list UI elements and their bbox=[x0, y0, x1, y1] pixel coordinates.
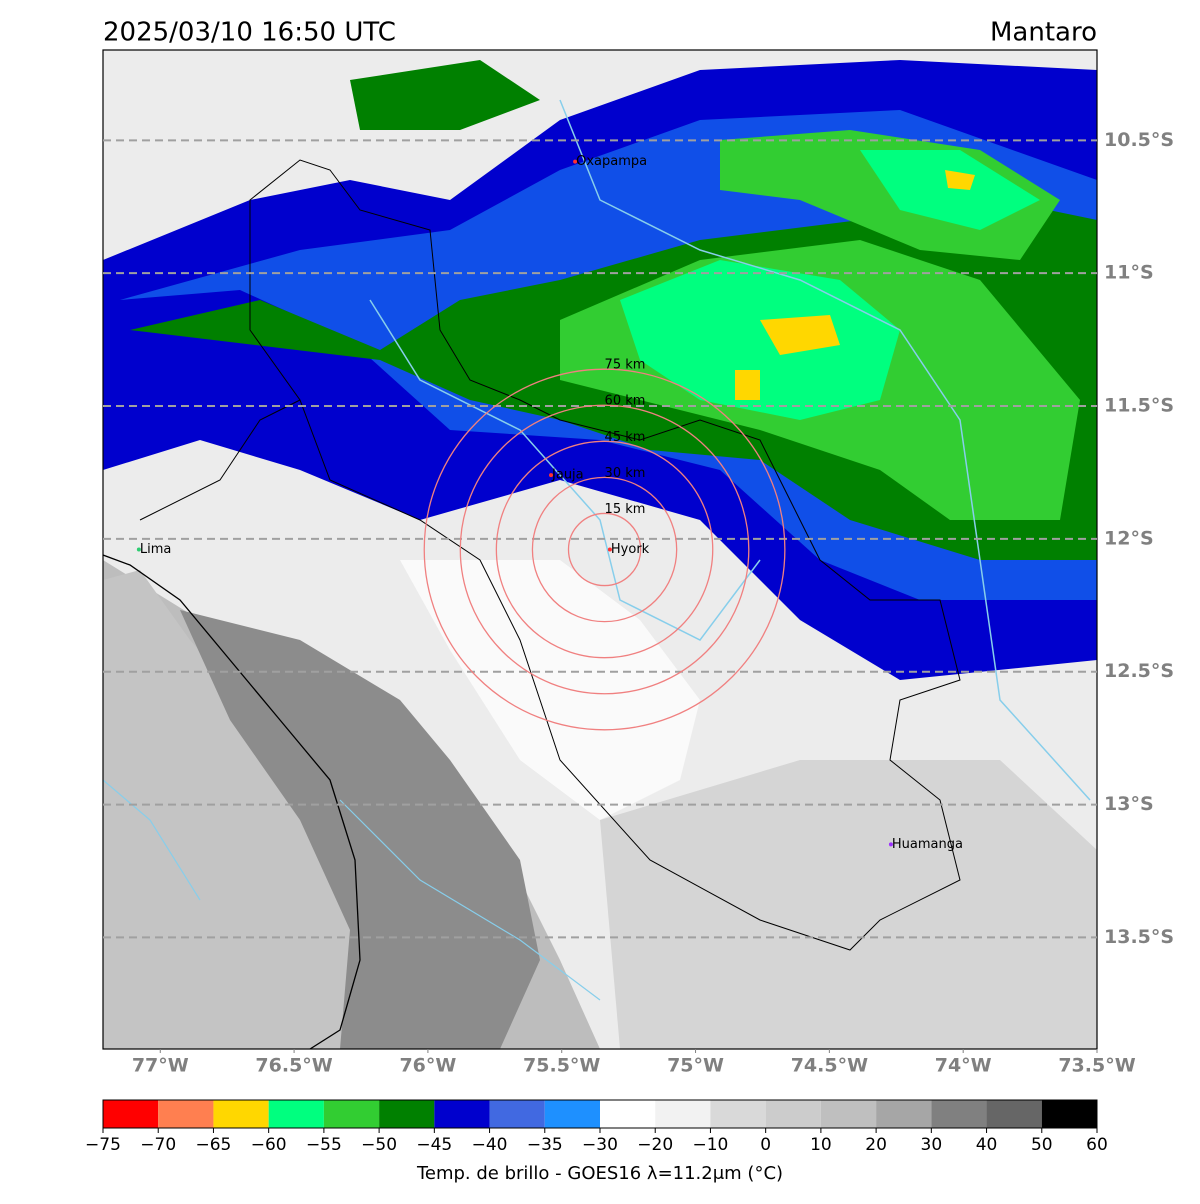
colorbar-swatch bbox=[600, 1100, 656, 1128]
satellite-image bbox=[103, 50, 1097, 1049]
colorbar-tick-label: 60 bbox=[1086, 1135, 1108, 1155]
x-tick-label: 77°W bbox=[132, 1055, 189, 1077]
colorbar-tick-label: −60 bbox=[251, 1135, 287, 1155]
colorbar-tick-label: −65 bbox=[195, 1135, 231, 1155]
place-label: Huamanga bbox=[892, 837, 963, 852]
colorbar-tick-label: −10 bbox=[692, 1135, 728, 1155]
colorbar-swatch bbox=[655, 1100, 711, 1128]
colorbar-swatch bbox=[986, 1100, 1042, 1128]
colorbar-swatch bbox=[213, 1100, 269, 1128]
boundaries bbox=[103, 99, 1091, 1049]
colorbar-swatch bbox=[158, 1100, 214, 1128]
x-tick-label: 76°W bbox=[399, 1055, 456, 1077]
y-tick-label: 11.5°S bbox=[1104, 395, 1174, 417]
colorbar-swatch bbox=[876, 1100, 932, 1128]
x-tick-label: 75°W bbox=[667, 1055, 724, 1077]
place-marker bbox=[573, 159, 578, 164]
place-marker bbox=[607, 547, 612, 552]
x-tick-label: 76.5°W bbox=[255, 1055, 332, 1077]
title: 2025/03/10 16:50 UTC bbox=[103, 18, 396, 48]
colorbar-tick-label: −30 bbox=[582, 1135, 618, 1155]
ring-label: 15 km bbox=[605, 502, 646, 517]
range-ring bbox=[567, 512, 642, 587]
y-tick-label: 13°S bbox=[1104, 793, 1154, 815]
colorbar-swatch bbox=[710, 1100, 766, 1128]
place-label: Lima bbox=[140, 542, 171, 557]
colorbar-tick-label: −45 bbox=[416, 1135, 452, 1155]
colorbar-tick-label: 0 bbox=[760, 1135, 771, 1155]
colorbar-label: Temp. de brillo - GOES16 λ=11.2μm (°C) bbox=[416, 1163, 783, 1184]
colorbar-swatch bbox=[765, 1100, 821, 1128]
colorbar-tick-label: 20 bbox=[865, 1135, 887, 1155]
colorbar-tick-label: −40 bbox=[472, 1135, 508, 1155]
x-tick-label: 74°W bbox=[935, 1055, 992, 1077]
colorbar-tick-label: −35 bbox=[527, 1135, 563, 1155]
colorbar-swatch bbox=[434, 1100, 490, 1128]
range-ring bbox=[531, 476, 678, 623]
map-frame bbox=[102, 49, 1098, 1050]
colorbar-swatch bbox=[379, 1100, 435, 1128]
range-ring bbox=[459, 404, 750, 695]
y-tick-label: 12.5°S bbox=[1104, 660, 1174, 682]
y-tick-label: 10.5°S bbox=[1104, 129, 1174, 151]
colorbar-tick-label: 30 bbox=[921, 1135, 943, 1155]
colorbar-swatch bbox=[268, 1100, 324, 1128]
place-marker bbox=[136, 547, 141, 552]
x-tick-label: 75.5°W bbox=[523, 1055, 600, 1077]
colorbar-tick-label: 50 bbox=[1031, 1135, 1053, 1155]
place-marker bbox=[888, 842, 893, 847]
colorbar-tick-label: −55 bbox=[306, 1135, 342, 1155]
ring-label: 30 km bbox=[605, 466, 646, 481]
place-label: Jauja bbox=[551, 468, 584, 483]
colorbar-swatch bbox=[323, 1100, 380, 1128]
region-title: Mantaro bbox=[990, 18, 1097, 48]
colorbar-swatch bbox=[103, 1100, 159, 1128]
x-tick-label: 73.5°W bbox=[1058, 1055, 1135, 1077]
colorbar-tick-label: 40 bbox=[976, 1135, 998, 1155]
range-ring bbox=[423, 368, 786, 731]
place-label: Hyork bbox=[611, 542, 650, 557]
place-marker bbox=[549, 473, 554, 478]
colorbar-swatch bbox=[820, 1100, 877, 1128]
ring-label: 75 km bbox=[605, 358, 646, 373]
colorbar-swatch bbox=[544, 1100, 600, 1128]
colorbar-tick-label: −75 bbox=[85, 1135, 121, 1155]
colorbar-swatch bbox=[931, 1100, 987, 1128]
range-ring bbox=[495, 440, 714, 659]
ring-label: 45 km bbox=[605, 430, 646, 445]
place-label: Oxapampa bbox=[576, 154, 647, 169]
colorbar-tick-label: −70 bbox=[140, 1135, 176, 1155]
overlay: 15 km 30 km 45 km 60 km 75 km Oxapampa Lima Jau… bbox=[136, 154, 963, 852]
colorbar-tick-label: 10 bbox=[810, 1135, 832, 1155]
ring-label: 60 km bbox=[605, 394, 646, 409]
y-tick-label: 11°S bbox=[1104, 262, 1154, 284]
colorbar-swatch bbox=[1041, 1100, 1097, 1128]
colorbar-swatch bbox=[489, 1100, 545, 1128]
colorbar-tick-label: −20 bbox=[637, 1135, 673, 1155]
x-tick-label: 74.5°W bbox=[791, 1055, 868, 1077]
y-tick-label: 13.5°S bbox=[1104, 926, 1174, 948]
colorbar-tick-label: −50 bbox=[361, 1135, 397, 1155]
y-tick-label: 12°S bbox=[1104, 527, 1154, 549]
